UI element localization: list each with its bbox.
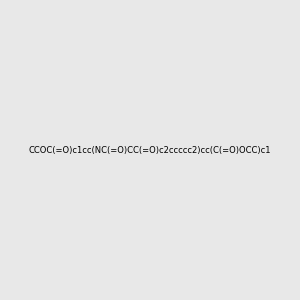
Text: CCOC(=O)c1cc(NC(=O)CC(=O)c2ccccc2)cc(C(=O)OCC)c1: CCOC(=O)c1cc(NC(=O)CC(=O)c2ccccc2)cc(C(=… (29, 146, 271, 154)
